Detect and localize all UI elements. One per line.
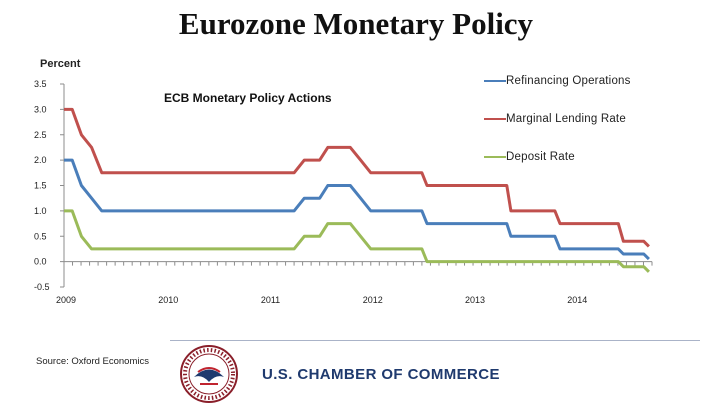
y-tick-label: 1.5: [34, 181, 47, 191]
legend-label-deposit: Deposit Rate: [506, 150, 575, 163]
legend-label-refinancing: Refinancing Operations: [506, 74, 631, 87]
y-tick-label: 0.0: [34, 257, 47, 267]
chart-title: Eurozone Monetary Policy: [178, 6, 534, 41]
brand-wordmark: U.S. CHAMBER OF COMMERCE: [262, 366, 500, 383]
x-tick-label: 2009: [56, 295, 76, 305]
y-tick-label: 1.0: [34, 206, 47, 216]
y-tick-label: 2.5: [34, 130, 47, 140]
x-tick-label: 2011: [261, 295, 280, 305]
y-tick-label: -0.5: [34, 282, 50, 292]
legend-item-refinancing: Refinancing Operations: [484, 72, 631, 90]
y-tick-label: 2.0: [34, 155, 47, 165]
legend-swatch-refinancing: [484, 79, 506, 82]
x-tick-label: 2013: [465, 295, 485, 305]
source-note: Source: Oxford Economics: [36, 356, 149, 367]
y-tick-label: 3.0: [34, 104, 47, 114]
legend-swatch-deposit: [484, 155, 506, 158]
legend-item-marginal: Marginal Lending Rate: [484, 110, 626, 128]
y-tick-label: 0.5: [34, 231, 47, 241]
legend-swatch-marginal: [484, 117, 506, 120]
chamber-seal-logo: [180, 345, 238, 403]
series-line-marginal-lending-rate: [64, 107, 650, 248]
legend-label-marginal: Marginal Lending Rate: [506, 112, 626, 125]
y-axis-label: Percent: [40, 58, 81, 70]
x-tick-label: 2010: [158, 295, 178, 305]
line-chart: -0.5 0.0 0.5 1.0 1.5 2.0 2.5 3.0 3.5 2009 2010 2011…: [34, 79, 653, 305]
x-tick-label: 2014: [567, 295, 587, 305]
x-tick-label: 2012: [363, 295, 383, 305]
legend-item-deposit: Deposit Rate: [484, 148, 575, 166]
footer-divider: [170, 340, 700, 341]
y-tick-label: 3.5: [34, 79, 47, 89]
series-line-deposit-rate: [64, 209, 650, 273]
chart-subtitle: ECB Monetary Policy Actions: [164, 91, 332, 105]
series-line-refinancing-operations: [64, 158, 650, 261]
